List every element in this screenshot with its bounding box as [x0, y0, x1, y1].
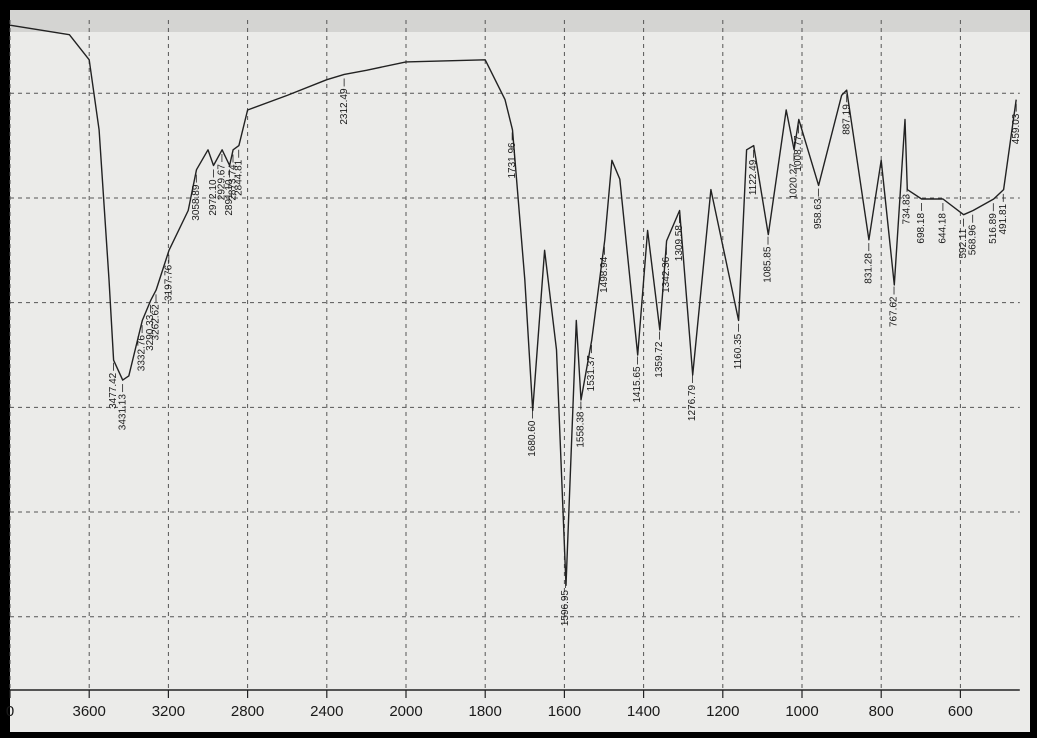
peak-label: 1122.49 [748, 159, 759, 195]
peak-label: 568.96 [967, 224, 978, 255]
peak-label: 1680.60 [527, 420, 538, 457]
peak-label: 2312.49 [339, 88, 350, 125]
peak-label: 644.18 [938, 213, 949, 244]
peak-label: 1342.36 [661, 256, 672, 293]
peak-label: 1008.77 [793, 135, 804, 172]
peak-label: 958.63 [813, 198, 824, 229]
x-tick-label: 1200 [706, 703, 739, 720]
peak-label: 2844.81 [233, 159, 244, 196]
paper-shadow [10, 10, 1030, 32]
peak-label: 734.83 [902, 193, 913, 224]
peak-label: 1415.65 [632, 366, 643, 403]
peak-label: 1531.37 [586, 355, 597, 392]
peak-label: 698.18 [916, 213, 927, 244]
peak-label: 459.03 [1011, 113, 1022, 144]
x-tick-label: 2400 [310, 703, 343, 720]
peak-label: 1596.95 [560, 590, 571, 627]
peak-label: 1276.79 [687, 385, 698, 422]
x-tick-label: 3600 [73, 703, 106, 720]
peak-label: 1498.94 [599, 256, 610, 293]
x-tick-label: 2000 [389, 703, 422, 720]
chart: 0 3600 3200 2800 2400 2000 1800 1600 1400 1200 100… [0, 0, 1037, 738]
peak-label: 3058.89 [191, 184, 202, 221]
x-tick-label: 1600 [548, 703, 581, 720]
peak-label: 491.81 [998, 203, 1009, 234]
x-tick-label: 600 [948, 703, 973, 720]
peak-label: 887.19 [841, 104, 852, 135]
peak-label: 1558.38 [576, 411, 587, 448]
x-tick-label: 1000 [785, 703, 818, 720]
x-tick-label: 800 [869, 703, 894, 720]
x-tick-label: 2800 [231, 703, 264, 720]
peak-label: 831.28 [863, 253, 874, 284]
peak-label: 767.62 [889, 296, 900, 327]
peak-label: 3197.76 [163, 264, 174, 301]
peak-label: 1359.72 [654, 341, 665, 378]
x-tick-label: 3200 [152, 703, 185, 720]
peak-label: 1160.35 [733, 333, 744, 369]
peak-label: 1731.96 [507, 142, 518, 179]
peak-label: 1309.58 [674, 225, 685, 262]
peak-label: 3262.62 [151, 304, 162, 341]
x-tick-label: 1400 [627, 703, 660, 720]
x-tick-label: 1800 [469, 703, 502, 720]
peak-label: 3431.13 [117, 394, 128, 431]
paper [10, 10, 1030, 732]
peak-label: 1085.85 [763, 246, 774, 283]
x-tick-label: 0 [6, 703, 14, 720]
